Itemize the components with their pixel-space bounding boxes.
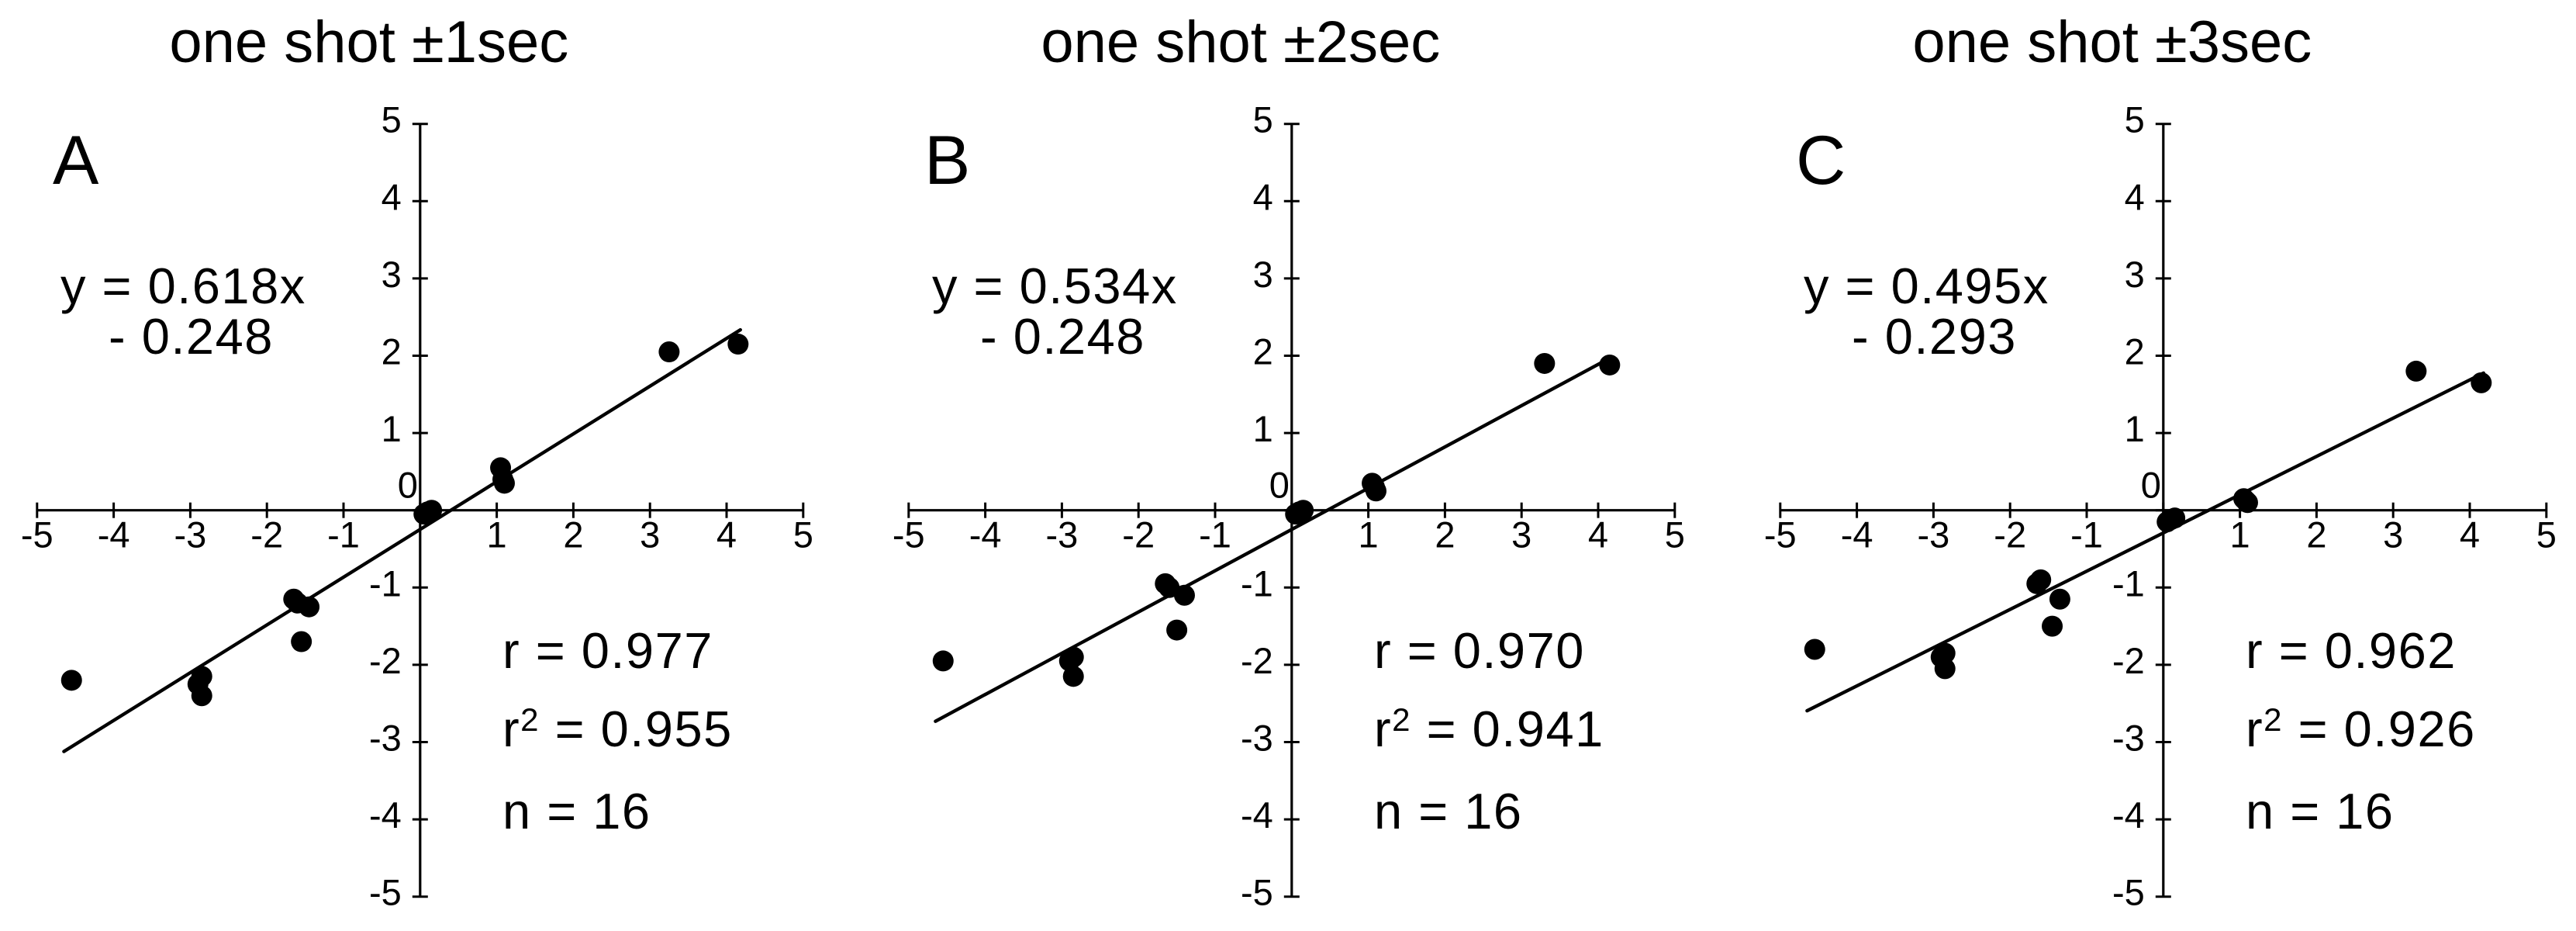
svg-text:-3: -3 bbox=[369, 718, 402, 759]
svg-text:1: 1 bbox=[2230, 514, 2250, 555]
svg-text:r = 0.962: r = 0.962 bbox=[2246, 622, 2457, 679]
svg-text:-4: -4 bbox=[369, 794, 402, 836]
svg-text:-1: -1 bbox=[369, 562, 402, 604]
svg-text:-4: -4 bbox=[1841, 514, 1873, 555]
svg-text:- 0.248: - 0.248 bbox=[109, 308, 274, 365]
svg-text:-2: -2 bbox=[1122, 514, 1155, 555]
svg-text:5: 5 bbox=[1253, 99, 1273, 140]
svg-text:4: 4 bbox=[2460, 514, 2480, 555]
svg-text:-5: -5 bbox=[369, 872, 402, 913]
svg-text:4: 4 bbox=[1588, 514, 1608, 555]
svg-text:5: 5 bbox=[2536, 514, 2557, 555]
svg-text:5: 5 bbox=[793, 514, 813, 555]
svg-text:1: 1 bbox=[382, 408, 402, 449]
svg-text:-3: -3 bbox=[1046, 514, 1079, 555]
svg-text:one shot ±2sec: one shot ±2sec bbox=[1041, 9, 1440, 75]
svg-text:5: 5 bbox=[1665, 514, 1685, 555]
svg-text:r = 0.977: r = 0.977 bbox=[502, 622, 713, 679]
svg-text:5: 5 bbox=[382, 99, 402, 140]
svg-text:-2: -2 bbox=[1241, 640, 1273, 681]
svg-text:- 0.248: - 0.248 bbox=[980, 308, 1145, 365]
svg-text:y = 0.618x: y = 0.618x bbox=[60, 258, 306, 314]
svg-text:-1: -1 bbox=[327, 514, 360, 555]
svg-text:-5: -5 bbox=[2112, 872, 2145, 913]
svg-text:C: C bbox=[1796, 121, 1846, 199]
svg-text:-4: -4 bbox=[98, 514, 130, 555]
svg-text:one shot ±3sec: one shot ±3sec bbox=[1912, 9, 2312, 75]
svg-text:4: 4 bbox=[2125, 176, 2145, 217]
svg-text:2: 2 bbox=[563, 514, 583, 555]
svg-text:-2: -2 bbox=[1994, 514, 2026, 555]
svg-text:-5: -5 bbox=[1764, 514, 1797, 555]
svg-text:1: 1 bbox=[1253, 408, 1273, 449]
svg-text:0: 0 bbox=[1269, 465, 1290, 506]
svg-text:3: 3 bbox=[1511, 514, 1531, 555]
svg-text:y = 0.495x: y = 0.495x bbox=[1804, 258, 2049, 314]
svg-text:2: 2 bbox=[1435, 514, 1455, 555]
svg-text:-3: -3 bbox=[1241, 718, 1273, 759]
svg-text:4: 4 bbox=[1253, 176, 1273, 217]
svg-text:-5: -5 bbox=[21, 514, 54, 555]
svg-text:-5: -5 bbox=[893, 514, 925, 555]
svg-text:2: 2 bbox=[2125, 331, 2145, 372]
svg-text:0: 0 bbox=[2141, 465, 2161, 506]
svg-text:-1: -1 bbox=[2070, 514, 2103, 555]
svg-text:n = 16: n = 16 bbox=[502, 783, 651, 839]
svg-text:-5: -5 bbox=[1241, 872, 1273, 913]
svg-text:3: 3 bbox=[1253, 254, 1273, 295]
svg-text:n = 16: n = 16 bbox=[2246, 783, 2395, 839]
svg-text:5: 5 bbox=[2125, 99, 2145, 140]
svg-text:1: 1 bbox=[1359, 514, 1379, 555]
svg-text:-2: -2 bbox=[2112, 640, 2145, 681]
svg-text:-4: -4 bbox=[1241, 794, 1273, 836]
svg-text:0: 0 bbox=[398, 465, 418, 506]
svg-text:one shot ±1sec: one shot ±1sec bbox=[169, 9, 568, 75]
svg-text:3: 3 bbox=[2125, 254, 2145, 295]
svg-text:-2: -2 bbox=[250, 514, 283, 555]
svg-text:A: A bbox=[53, 121, 99, 199]
svg-text:-4: -4 bbox=[969, 514, 1002, 555]
svg-text:-3: -3 bbox=[2112, 718, 2145, 759]
svg-text:-1: -1 bbox=[1199, 514, 1231, 555]
svg-text:B: B bbox=[924, 121, 970, 199]
svg-text:- 0.293: - 0.293 bbox=[1852, 308, 2017, 365]
svg-text:-1: -1 bbox=[2112, 562, 2145, 604]
svg-text:2: 2 bbox=[382, 331, 402, 372]
svg-text:2: 2 bbox=[1253, 331, 1273, 372]
svg-text:3: 3 bbox=[640, 514, 660, 555]
svg-text:3: 3 bbox=[2383, 514, 2403, 555]
svg-text:3: 3 bbox=[382, 254, 402, 295]
svg-text:2: 2 bbox=[2306, 514, 2326, 555]
svg-text:1: 1 bbox=[487, 514, 507, 555]
svg-text:r = 0.970: r = 0.970 bbox=[1374, 622, 1585, 679]
svg-text:-2: -2 bbox=[369, 640, 402, 681]
svg-text:y = 0.534x: y = 0.534x bbox=[932, 258, 1178, 314]
svg-text:-4: -4 bbox=[2112, 794, 2145, 836]
svg-text:-3: -3 bbox=[1918, 514, 1950, 555]
svg-text:4: 4 bbox=[382, 176, 402, 217]
svg-text:-1: -1 bbox=[1241, 562, 1273, 604]
svg-text:-3: -3 bbox=[174, 514, 207, 555]
svg-text:1: 1 bbox=[2125, 408, 2145, 449]
svg-text:n = 16: n = 16 bbox=[1374, 783, 1523, 839]
svg-text:4: 4 bbox=[717, 514, 737, 555]
